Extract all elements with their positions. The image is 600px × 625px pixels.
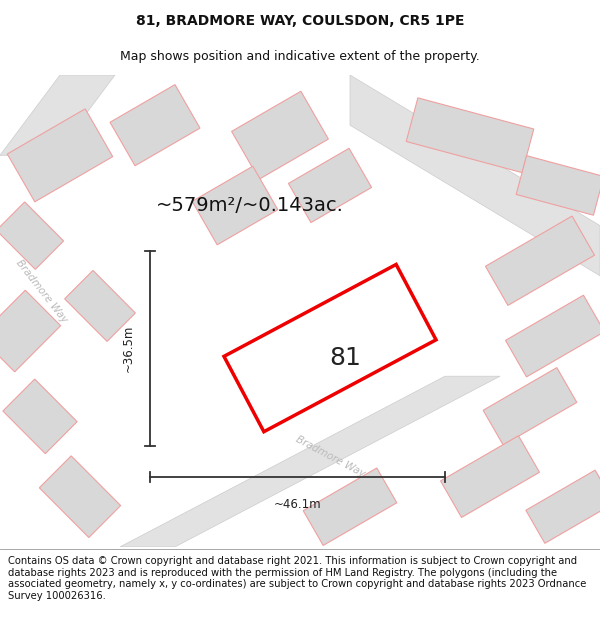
Polygon shape [232, 91, 328, 179]
Polygon shape [440, 436, 539, 518]
Polygon shape [289, 148, 371, 222]
Polygon shape [526, 470, 600, 543]
Text: Bradmore Way: Bradmore Way [14, 258, 70, 324]
Text: Bradmore Way: Bradmore Way [294, 434, 366, 479]
Text: 81, BRADMORE WAY, COULSDON, CR5 1PE: 81, BRADMORE WAY, COULSDON, CR5 1PE [136, 14, 464, 28]
Text: Map shows position and indicative extent of the property.: Map shows position and indicative extent… [120, 50, 480, 62]
Polygon shape [7, 109, 113, 202]
Polygon shape [192, 166, 278, 245]
Text: Contains OS data © Crown copyright and database right 2021. This information is : Contains OS data © Crown copyright and d… [8, 556, 586, 601]
Polygon shape [303, 468, 397, 546]
Polygon shape [40, 456, 121, 538]
Polygon shape [110, 84, 200, 166]
Text: ~579m²/~0.143ac.: ~579m²/~0.143ac. [156, 196, 344, 215]
Polygon shape [0, 75, 115, 156]
Polygon shape [506, 295, 600, 377]
Text: ~46.1m: ~46.1m [274, 498, 322, 511]
Text: 81: 81 [329, 346, 361, 370]
Polygon shape [516, 156, 600, 215]
Polygon shape [406, 98, 534, 172]
Polygon shape [120, 376, 500, 547]
Polygon shape [350, 75, 600, 276]
Polygon shape [0, 290, 61, 372]
Polygon shape [483, 368, 577, 445]
Polygon shape [485, 216, 595, 306]
Text: ~36.5m: ~36.5m [121, 325, 134, 372]
Polygon shape [0, 202, 64, 269]
Polygon shape [3, 379, 77, 454]
Polygon shape [224, 264, 436, 432]
Polygon shape [65, 271, 136, 341]
